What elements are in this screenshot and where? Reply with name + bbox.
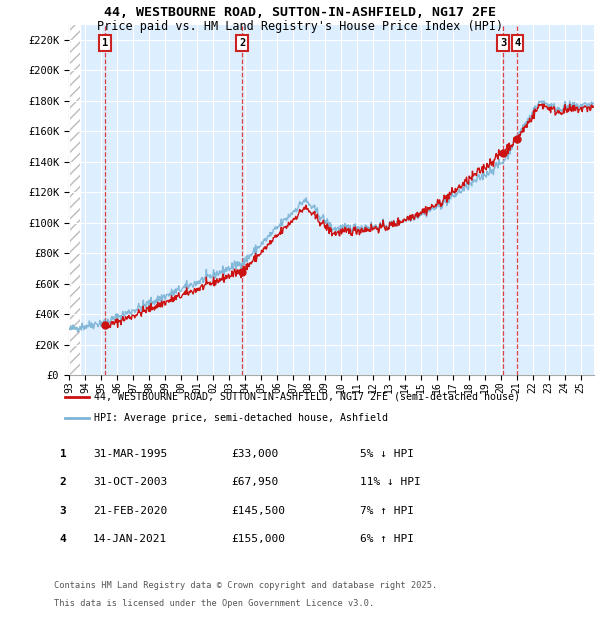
Text: 21-FEB-2020: 21-FEB-2020 (93, 506, 167, 516)
Text: 31-OCT-2003: 31-OCT-2003 (93, 477, 167, 487)
Text: 4: 4 (514, 38, 521, 48)
Text: HPI: Average price, semi-detached house, Ashfield: HPI: Average price, semi-detached house,… (94, 414, 388, 423)
Bar (69, 25, 80, 375)
Text: 4: 4 (59, 534, 67, 544)
Text: 31-MAR-1995: 31-MAR-1995 (93, 449, 167, 459)
Text: 11% ↓ HPI: 11% ↓ HPI (360, 477, 421, 487)
Text: 44, WESTBOURNE ROAD, SUTTON-IN-ASHFIELD, NG17 2FE: 44, WESTBOURNE ROAD, SUTTON-IN-ASHFIELD,… (104, 6, 496, 19)
Text: 6% ↑ HPI: 6% ↑ HPI (360, 534, 414, 544)
Text: 1: 1 (102, 38, 108, 48)
Text: £67,950: £67,950 (231, 477, 278, 487)
Text: 5% ↓ HPI: 5% ↓ HPI (360, 449, 414, 459)
Text: £33,000: £33,000 (231, 449, 278, 459)
Text: Contains HM Land Registry data © Crown copyright and database right 2025.: Contains HM Land Registry data © Crown c… (54, 581, 437, 590)
Text: This data is licensed under the Open Government Licence v3.0.: This data is licensed under the Open Gov… (54, 598, 374, 608)
Text: 3: 3 (500, 38, 506, 48)
Text: 2: 2 (239, 38, 245, 48)
Text: £155,000: £155,000 (231, 534, 285, 544)
Text: 44, WESTBOURNE ROAD, SUTTON-IN-ASHFIELD, NG17 2FE (semi-detached house): 44, WESTBOURNE ROAD, SUTTON-IN-ASHFIELD,… (94, 392, 520, 402)
Text: 2: 2 (59, 477, 67, 487)
Text: 7% ↑ HPI: 7% ↑ HPI (360, 506, 414, 516)
Bar (69, 25, 80, 375)
Text: 14-JAN-2021: 14-JAN-2021 (93, 534, 167, 544)
Text: 3: 3 (59, 506, 67, 516)
Text: Price paid vs. HM Land Registry's House Price Index (HPI): Price paid vs. HM Land Registry's House … (97, 20, 503, 33)
Text: 1: 1 (59, 449, 67, 459)
Text: £145,500: £145,500 (231, 506, 285, 516)
